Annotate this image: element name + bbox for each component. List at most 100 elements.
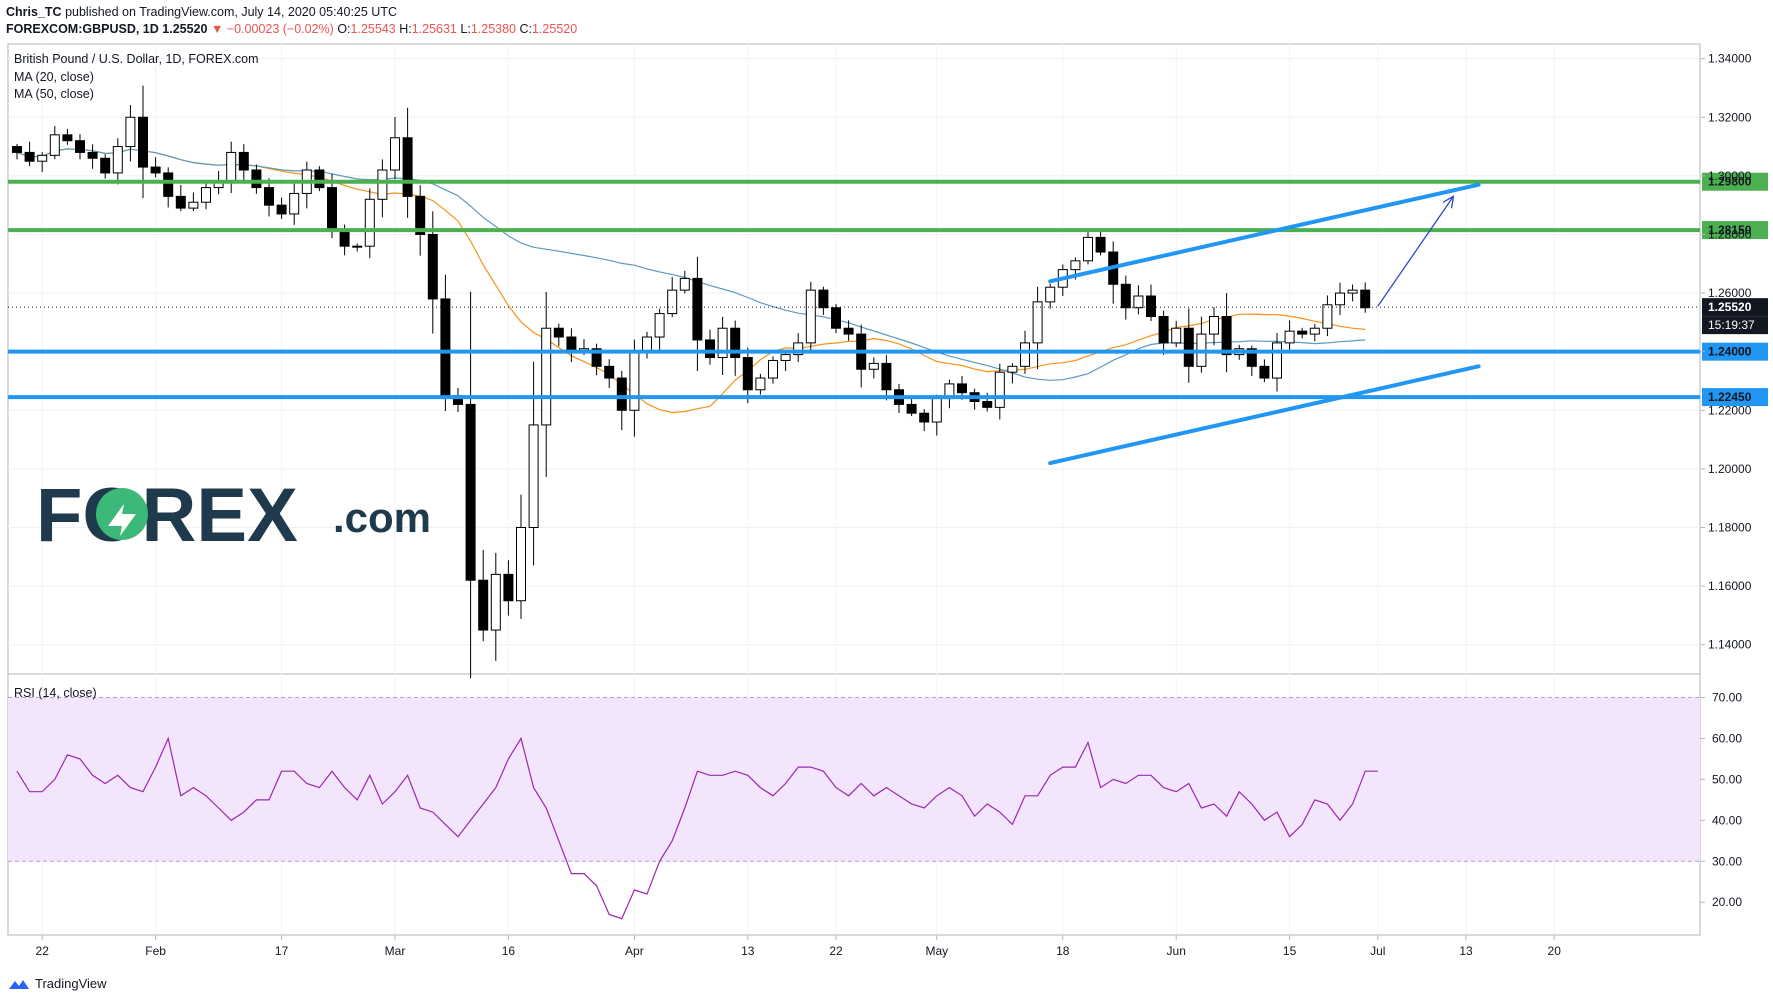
candle[interactable] [1284, 320, 1295, 351]
candle[interactable] [768, 356, 778, 384]
candle[interactable] [377, 159, 388, 218]
candle[interactable] [516, 494, 526, 619]
candle[interactable] [755, 373, 766, 395]
candle[interactable] [591, 343, 602, 376]
candle[interactable] [478, 549, 489, 642]
candle[interactable] [1032, 286, 1043, 369]
candle[interactable] [12, 143, 22, 160]
candle[interactable] [629, 339, 640, 437]
candle[interactable] [188, 192, 199, 212]
candle[interactable] [1007, 363, 1018, 384]
candle[interactable] [1183, 308, 1194, 383]
candle[interactable] [1272, 332, 1282, 392]
candle[interactable] [679, 270, 690, 294]
candle[interactable] [415, 185, 426, 256]
candle[interactable] [919, 409, 930, 431]
candle[interactable] [314, 166, 325, 192]
candle[interactable] [100, 154, 111, 179]
candle[interactable] [453, 387, 463, 413]
candle[interactable] [1095, 230, 1106, 256]
candle[interactable] [805, 281, 816, 353]
forecast-arrow-line[interactable] [1377, 196, 1454, 307]
candle[interactable] [1335, 282, 1345, 316]
chart-title[interactable]: British Pound / U.S. Dollar, 1D, FOREX.c… [14, 52, 259, 66]
candle[interactable] [1158, 310, 1169, 355]
candle[interactable] [642, 331, 652, 359]
candle[interactable] [163, 167, 174, 208]
candle[interactable] [1108, 241, 1119, 304]
candle[interactable] [906, 397, 917, 417]
candle[interactable] [868, 357, 879, 379]
candle[interactable] [390, 117, 400, 180]
candle[interactable] [112, 138, 123, 185]
candle[interactable] [150, 157, 161, 178]
candle[interactable] [843, 320, 854, 341]
candle[interactable] [465, 291, 476, 679]
candle[interactable] [201, 181, 211, 210]
candle[interactable] [1120, 275, 1131, 320]
candle[interactable] [1309, 324, 1320, 342]
publisher-name[interactable]: Chris_TC [6, 5, 62, 19]
channel-line[interactable] [1048, 182, 1481, 284]
candle[interactable] [969, 388, 980, 410]
rsi-legend[interactable]: RSI (14, close) [14, 686, 97, 700]
candle[interactable] [87, 144, 98, 169]
candle[interactable] [1259, 359, 1270, 383]
candle[interactable] [742, 347, 753, 404]
candle[interactable] [705, 329, 715, 365]
candle[interactable] [1171, 320, 1182, 348]
candle[interactable] [402, 107, 413, 218]
candle[interactable] [1209, 307, 1219, 346]
candle[interactable] [125, 104, 136, 162]
candle[interactable] [856, 324, 867, 388]
candle[interactable] [276, 197, 287, 219]
candle[interactable] [692, 256, 703, 372]
candle[interactable] [503, 560, 514, 616]
candle[interactable] [1360, 282, 1371, 313]
candle[interactable] [289, 183, 300, 225]
candle[interactable] [352, 243, 363, 252]
candle[interactable] [226, 141, 237, 193]
candle[interactable] [364, 188, 375, 259]
candle[interactable] [541, 291, 552, 477]
candle[interactable] [138, 85, 148, 199]
candle[interactable] [440, 274, 451, 412]
candle[interactable] [780, 351, 791, 372]
candle[interactable] [931, 394, 942, 436]
candle[interactable] [667, 277, 678, 318]
candle[interactable] [944, 379, 955, 409]
candle[interactable] [1322, 295, 1333, 337]
candle[interactable] [717, 316, 728, 376]
ma20-legend[interactable]: MA (20, close) [14, 70, 94, 84]
candle[interactable] [75, 134, 85, 160]
candle[interactable] [24, 141, 35, 167]
candle[interactable] [238, 144, 249, 181]
candle[interactable] [1146, 284, 1156, 321]
candle[interactable] [831, 303, 841, 334]
tradingview-footer[interactable]: TradingView [8, 976, 107, 991]
candle[interactable] [1347, 284, 1358, 302]
candle[interactable] [490, 552, 501, 661]
candle[interactable] [994, 363, 1005, 420]
candle[interactable] [49, 126, 60, 160]
candle[interactable] [264, 178, 274, 217]
candle[interactable] [1083, 229, 1093, 265]
candle[interactable] [1221, 293, 1232, 373]
candle[interactable] [1297, 327, 1308, 339]
candle[interactable] [1196, 316, 1207, 373]
candle[interactable] [301, 161, 312, 209]
candle[interactable] [1133, 285, 1144, 315]
channel-line[interactable] [1048, 364, 1481, 466]
candle[interactable] [604, 359, 615, 389]
symbol-label[interactable]: FOREXCOM:GBPUSD, 1D [6, 22, 159, 36]
candle[interactable] [62, 128, 73, 145]
candle[interactable] [818, 286, 829, 315]
candle[interactable] [553, 323, 564, 347]
candle[interactable] [654, 308, 665, 352]
candle[interactable] [881, 355, 892, 401]
candle[interactable] [528, 361, 539, 566]
candle[interactable] [616, 370, 627, 431]
candle[interactable] [730, 320, 741, 376]
candle[interactable] [37, 152, 48, 173]
